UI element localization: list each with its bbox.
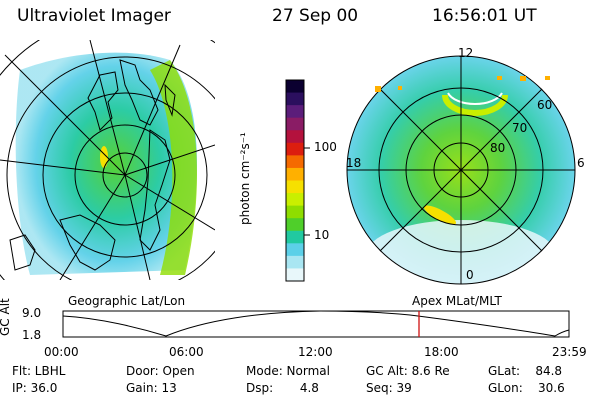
- info-ip: IP: 36.0: [12, 381, 58, 395]
- left-caption: Geographic Lat/Lon: [68, 294, 186, 308]
- lat-label-70: 70: [512, 121, 528, 135]
- colorbar-swatch: [286, 230, 304, 244]
- colorbar-label: photon cm⁻²s⁻¹: [238, 132, 252, 225]
- colorbar-swatch: [286, 117, 304, 131]
- info-seq: Seq: 39: [366, 381, 412, 395]
- colorbar-swatch: [286, 130, 304, 144]
- colorbar-border: [285, 79, 305, 282]
- lat-label-80: 80: [490, 141, 506, 155]
- info-flt: Flt: LBHL: [12, 364, 66, 378]
- info-glon: GLon: 30.6: [488, 381, 565, 395]
- right-bright-arc: [423, 205, 457, 225]
- colorbar-tick-100: 100: [314, 140, 337, 154]
- colorbar-swatch: [286, 193, 304, 207]
- info-glat: GLat: 84.8: [488, 364, 563, 378]
- timeline-tick-2359: 23:59: [552, 345, 587, 359]
- timeline-tick-0000: 00:00: [44, 345, 79, 359]
- colorbar-swatch: [286, 243, 304, 257]
- timeline-ymax: 9.0: [22, 306, 42, 320]
- mlt-label-6: 6: [577, 156, 585, 170]
- info-dsp: Dsp: 4.8: [246, 381, 319, 395]
- info-door: Door: Open: [126, 364, 195, 378]
- info-gain: Gain: 13: [126, 381, 177, 395]
- geographic-map: [0, 40, 215, 280]
- colorbar-swatch: [286, 180, 304, 194]
- right-caption: Apex MLat/MLT: [412, 294, 502, 308]
- mlt-label-18: 18: [346, 156, 362, 170]
- colorbar-swatch: [286, 218, 304, 232]
- info-gcalt: GC Alt: 8.6 Re: [366, 364, 450, 378]
- colorbar-swatch: [286, 80, 304, 94]
- colorbar-swatch: [286, 142, 304, 156]
- timeline-tick-1800: 18:00: [424, 345, 459, 359]
- mlt-label-12: 12: [458, 46, 474, 60]
- colorbar-swatch: [286, 268, 304, 282]
- timeline-tick-0600: 06:00: [169, 345, 204, 359]
- colorbar-swatch: [286, 205, 304, 219]
- lat-label-60: 60: [537, 98, 553, 112]
- time: 16:56:01 UT: [432, 6, 537, 26]
- polar-plot: [346, 55, 576, 285]
- colorbar-swatch: [286, 155, 304, 169]
- colorbar-swatch: [286, 105, 304, 119]
- title: Ultraviolet Imager: [17, 6, 171, 26]
- info-mode: Mode: Normal: [246, 364, 330, 378]
- colorbar-swatch: [286, 92, 304, 106]
- colorbar: [285, 79, 305, 282]
- timeline-plot: [62, 310, 570, 338]
- date: 27 Sep 00: [272, 6, 359, 26]
- mlt-label-0: 0: [466, 268, 474, 282]
- timeline-ymin: 1.8: [22, 328, 42, 342]
- colorbar-swatch: [286, 255, 304, 269]
- colorbar-swatch: [286, 167, 304, 181]
- colorbar-tick-10: 10: [314, 228, 330, 242]
- timeline-axis-title: GC Alt: [0, 298, 12, 336]
- timeline-tick-1200: 12:00: [298, 345, 333, 359]
